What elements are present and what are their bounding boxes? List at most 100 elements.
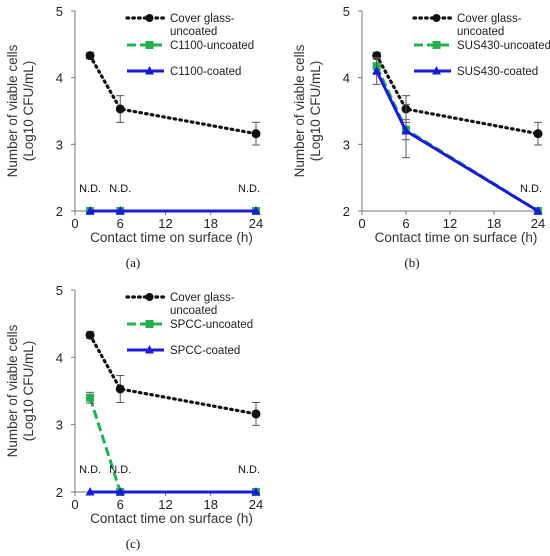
data-point	[533, 206, 543, 215]
panel-label: (b)	[404, 255, 419, 270]
legend-marker	[145, 41, 154, 49]
y-axis-label: Number of viable cells	[5, 44, 20, 177]
nd-label: N.D.	[109, 464, 131, 476]
y-tick-label: 3	[343, 137, 350, 152]
data-point	[251, 409, 261, 419]
series-line	[88, 54, 258, 136]
x-tick-label: 18	[204, 216, 218, 231]
legend-label: C1100-uncoated	[170, 40, 254, 52]
x-tick-label: 18	[487, 216, 501, 231]
series-line	[88, 397, 256, 494]
data-point	[251, 487, 261, 496]
panel-label: (c)	[126, 536, 140, 551]
data-point	[85, 330, 95, 340]
legend-marker	[145, 66, 154, 75]
legend-entry: C1100-uncoated	[127, 40, 254, 52]
x-axis-label: Contact time on surface (h)	[90, 230, 253, 245]
legend-marker	[145, 14, 154, 22]
y-axis-label: Number of viable cells	[292, 44, 307, 177]
legend-entry: SPCC-coated	[127, 345, 240, 357]
legend-label: Cover glass-	[170, 292, 235, 304]
data-point	[401, 126, 411, 135]
data-point	[533, 129, 543, 139]
legend-entry: Cover glass-uncoated	[412, 13, 522, 38]
legend-label: SUS430-uncoated	[457, 40, 550, 52]
legend-label: C1100-coated	[170, 66, 241, 78]
x-tick-label: 12	[443, 216, 457, 231]
x-tick-label: 0	[71, 497, 78, 512]
series-SPCC-coated	[85, 487, 261, 496]
y-tick-label: 5	[56, 4, 63, 19]
y-axis-label-unit: (Log10 CFU/mL)	[21, 341, 36, 442]
x-tick-label: 12	[158, 216, 172, 231]
data-point	[115, 206, 125, 215]
x-axis-label: Contact time on surface (h)	[375, 230, 538, 245]
y-tick-label: 5	[343, 4, 350, 19]
legend-label: SPCC-coated	[170, 345, 240, 357]
data-point	[86, 393, 95, 402]
y-tick-label: 4	[343, 71, 350, 86]
nd-label: N.D.	[109, 183, 131, 195]
data-point	[251, 129, 261, 139]
nd-label: N.D.	[238, 183, 260, 195]
series-C1100-coated	[85, 206, 261, 215]
data-point	[251, 206, 261, 215]
x-tick-label: 6	[117, 216, 124, 231]
x-tick-label: 0	[71, 216, 78, 231]
data-point	[372, 66, 382, 75]
legend-label: uncoated	[457, 26, 504, 38]
x-axis-label: Contact time on surface (h)	[90, 511, 253, 526]
x-tick-label: 6	[117, 497, 124, 512]
series-line	[375, 65, 539, 213]
legend-entry: C1100-coated	[127, 66, 241, 78]
y-tick-label: 3	[56, 418, 63, 433]
legend-label: uncoated	[170, 305, 217, 317]
x-tick-label: 24	[531, 216, 545, 231]
y-axis-label-unit: (Log10 CFU/mL)	[21, 61, 36, 162]
y-tick-label: 4	[56, 350, 63, 365]
legend-entry: Cover glass-uncoated	[125, 292, 235, 317]
x-tick-label: 12	[158, 497, 172, 512]
legend-marker	[145, 293, 154, 301]
legend-marker	[432, 14, 441, 22]
data-point	[115, 487, 125, 496]
series-line	[375, 70, 539, 213]
legend-label: Cover glass-	[457, 13, 522, 25]
y-tick-label: 2	[343, 204, 350, 219]
data-point	[115, 104, 125, 114]
legend-marker	[145, 345, 154, 354]
data-point	[85, 487, 95, 496]
legend-entry: SUS430-uncoated	[414, 40, 550, 52]
x-tick-label: 24	[249, 216, 263, 231]
legend-label: SUS430-coated	[457, 66, 538, 78]
series-Cover glass-uncoated	[85, 51, 261, 146]
legend-entry: SPCC-uncoated	[127, 319, 253, 331]
x-tick-label: 6	[402, 216, 409, 231]
legend-marker	[432, 66, 441, 75]
series-line	[88, 333, 258, 416]
legend-label: uncoated	[170, 26, 217, 38]
x-tick-label: 0	[358, 216, 365, 231]
x-tick-label: 24	[249, 497, 263, 512]
legend-marker	[145, 320, 154, 328]
series-SUS430-coated	[372, 57, 543, 215]
nd-label: N.D.	[238, 464, 260, 476]
data-point	[85, 51, 95, 61]
legend-label: SPCC-uncoated	[170, 319, 253, 331]
y-tick-label: 5	[56, 283, 63, 298]
data-point	[85, 206, 95, 215]
data-point	[115, 384, 125, 394]
x-tick-label: 18	[204, 497, 218, 512]
legend-entry: Cover glass-uncoated	[125, 13, 235, 38]
nd-label: N.D.	[79, 464, 101, 476]
series-SUS430-uncoated	[372, 57, 542, 215]
y-tick-label: 4	[56, 71, 63, 86]
y-tick-label: 2	[56, 204, 63, 219]
legend-entry: SUS430-coated	[414, 66, 538, 78]
y-tick-label: 2	[56, 485, 63, 500]
panel-label: (a)	[126, 255, 140, 270]
y-axis-label-unit: (Log10 CFU/mL)	[308, 61, 323, 162]
